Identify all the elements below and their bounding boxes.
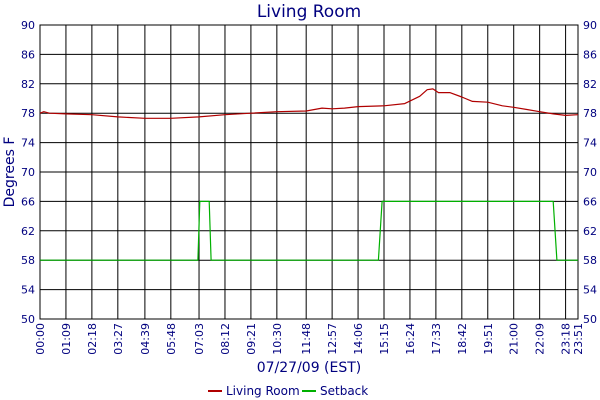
- y-tick-label-left: 70: [21, 166, 35, 179]
- y-tick-label-left: 86: [21, 48, 35, 61]
- y-tick-label-left: 66: [21, 195, 35, 208]
- x-tick-label: 10:30: [271, 323, 284, 355]
- x-tick-label: 09:21: [245, 323, 258, 355]
- y-tick-label-right: 58: [583, 254, 597, 267]
- y-tick-label-left: 54: [21, 284, 35, 297]
- x-tick-label: 22:09: [534, 323, 547, 355]
- x-tick-label: 01:09: [60, 323, 73, 355]
- series-line-living-room: [39, 88, 579, 119]
- legend-label: Living Room: [226, 384, 300, 398]
- x-tick-label: 03:27: [112, 323, 125, 355]
- y-axis-left-ticks: 50 54 58 62 66 70 74 78 82 86 90: [21, 19, 35, 326]
- y-tick-label-right: 70: [583, 166, 597, 179]
- plot-frame: [39, 24, 579, 320]
- y-tick-label-right: 86: [583, 48, 597, 61]
- x-tick-label: 16:24: [404, 323, 417, 355]
- y-tick-label-right: 90: [583, 19, 597, 32]
- legend-label: Setback: [320, 384, 368, 398]
- y-axis-title: Degrees F: [2, 137, 18, 208]
- x-tick-label: 07:03: [193, 323, 206, 355]
- y-tick-label-right: 66: [583, 195, 597, 208]
- y-tick-label-left: 82: [21, 78, 35, 91]
- x-tick-label: 23:51: [572, 323, 585, 355]
- y-tick-label-left: 78: [21, 107, 35, 120]
- y-tick-label-left: 74: [21, 137, 35, 150]
- x-tick-label: 17:33: [430, 323, 443, 355]
- x-axis-ticks: 00:00 01:09 02:18 03:27 04:39 05:48 07:03 08:12…: [34, 323, 585, 355]
- y-tick-label-right: 54: [583, 284, 597, 297]
- x-tick-label: 12:57: [326, 323, 339, 355]
- y-tick-label-right: 74: [583, 137, 597, 150]
- x-tick-label: 14:06: [352, 323, 365, 355]
- legend: Living Room Setback: [208, 384, 368, 398]
- x-tick-label: 04:39: [139, 323, 152, 355]
- y-tick-label-right: 78: [583, 107, 597, 120]
- x-tick-label: 02:18: [86, 323, 99, 355]
- series-line-setback: [40, 200, 578, 261]
- y-tick-label-right: 82: [583, 78, 597, 91]
- x-tick-label: 11:48: [300, 323, 313, 355]
- y-tick-label-left: 50: [21, 313, 35, 326]
- x-tick-label: 15:15: [378, 323, 391, 355]
- x-tick-label: 05:48: [165, 323, 178, 355]
- x-tick-label: 21:00: [508, 323, 521, 355]
- x-tick-label: 19:51: [482, 323, 495, 355]
- y-axis-right-ticks: 50 54 58 62 66 70 74 78 82 86 90: [583, 19, 597, 326]
- grid-layer: [39, 24, 579, 320]
- y-tick-label-right: 50: [583, 313, 597, 326]
- chart-title: Living Room: [257, 2, 361, 22]
- x-axis-title: 07/27/09 (EST): [257, 360, 362, 376]
- y-tick-label-left: 90: [21, 19, 35, 32]
- y-tick-label-left: 62: [21, 225, 35, 238]
- x-tick-label: 18:42: [456, 323, 469, 355]
- y-tick-label-left: 58: [21, 254, 35, 267]
- x-tick-label: 00:00: [34, 323, 47, 355]
- series-layer: [39, 88, 579, 261]
- x-tick-label: 23:18: [560, 323, 573, 355]
- x-tick-label: 08:12: [219, 323, 232, 355]
- y-tick-label-right: 62: [583, 225, 597, 238]
